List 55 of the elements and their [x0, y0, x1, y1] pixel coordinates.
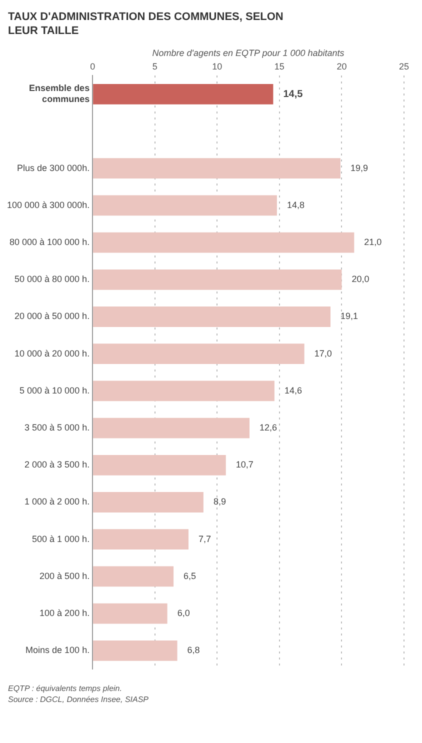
bar [93, 344, 304, 364]
bar [93, 306, 331, 327]
bar [93, 195, 277, 216]
bar [93, 84, 274, 104]
data-label: 8,9 [213, 496, 226, 507]
data-label: 12,6 [260, 422, 278, 433]
bar [93, 418, 250, 438]
data-label: 6,8 [187, 645, 200, 656]
y-tick-label: 3 500 à 5 000 h. [24, 422, 90, 433]
bar [93, 492, 204, 512]
data-label: 14,5 [283, 88, 304, 100]
y-tick-label: 5 000 à 10 000 h. [20, 385, 90, 396]
source-note: Source : DGCL, Données Insee, SIASP [8, 694, 150, 705]
y-tick-label: 80 000 à 100 000 h. [10, 237, 90, 248]
bar [93, 380, 274, 402]
y-tick-label: Ensemble des communes [29, 83, 90, 104]
bar [93, 158, 340, 179]
data-label: 14,6 [284, 385, 302, 396]
data-label: 19,9 [350, 162, 368, 173]
y-tick-label: 100 à 200 h. [40, 608, 90, 618]
bar [93, 454, 226, 476]
bar [93, 640, 178, 661]
x-tick-label: 20 [336, 62, 347, 72]
x-axis-title: Nombre d'agents en EQTP pour 1 000 habitants [152, 48, 345, 58]
data-label: 19,1 [340, 311, 358, 322]
x-tick-label: 5 [152, 62, 158, 72]
bar [93, 269, 342, 290]
y-tick-label: Moins de 100 h. [26, 645, 90, 656]
x-tick-label: 10 [212, 62, 222, 72]
x-tick-label: 25 [398, 62, 410, 72]
bar [93, 566, 174, 587]
bar [93, 529, 188, 550]
y-tick-label: 1 000 à 2 000 h. [24, 496, 90, 507]
data-label: 14,8 [286, 200, 304, 210]
data-label: 17,0 [314, 348, 332, 358]
y-tick-label: 500 à 1 000 h. [32, 534, 90, 544]
y-tick-label: 50 000 à 80 000 h. [14, 274, 90, 284]
data-label: 6,5 [184, 570, 196, 581]
y-tick-label: 100 000 à 300 000h. [7, 200, 90, 210]
text: EQTP : équivalents temps plein. [8, 683, 123, 694]
data-label: 20,0 [352, 274, 370, 284]
bar [93, 232, 354, 253]
bar [93, 603, 168, 624]
x-tick-label: 0 [90, 62, 96, 72]
y-tick-label: 200 à 500 h. [40, 570, 90, 581]
y-tick-label: 2 000 à 3 500 h. [24, 460, 90, 470]
x-tick-label: 15 [274, 62, 284, 72]
data-label: 21,0 [364, 237, 382, 248]
data-label: 6,0 [177, 608, 190, 618]
data-label: 10,7 [236, 460, 254, 470]
y-tick-label: 10 000 à 20 000 h. [14, 348, 90, 358]
y-tick-label: Plus de 300 000h. [17, 162, 90, 173]
data-label: 7,7 [198, 534, 212, 544]
y-tick-label: 20 000 à 50 000 h. [14, 311, 90, 322]
chart-title: TAUX D'ADMINISTRATION DES COMMUNES, SELON LEUR TAILLE [8, 10, 284, 38]
